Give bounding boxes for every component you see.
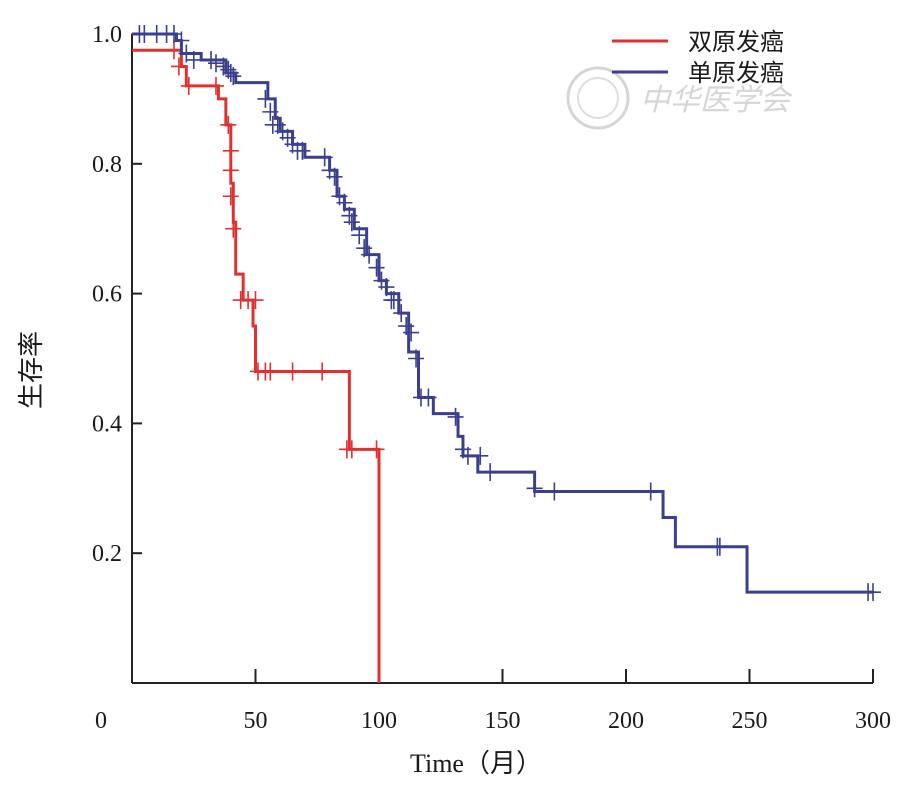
censor-mark <box>482 463 499 482</box>
censor-mark <box>294 141 311 160</box>
censor-mark <box>165 41 182 60</box>
censor-mark <box>526 479 543 498</box>
censor-mark <box>185 50 202 69</box>
censor-mark <box>408 349 425 368</box>
x-axis-title: Time（月） <box>410 749 542 778</box>
censor-mark <box>314 362 331 381</box>
x-tick-label: 250 <box>732 708 768 734</box>
censor-mark <box>368 258 385 277</box>
censor-mark <box>378 278 395 297</box>
censor-mark <box>247 291 264 310</box>
censor-mark <box>262 102 279 121</box>
censor-mark <box>642 482 659 501</box>
x-tick-label: 300 <box>855 708 891 734</box>
series-2 <box>131 25 881 602</box>
censor-mark <box>257 89 274 108</box>
censor-mark <box>316 148 333 167</box>
censor-mark <box>393 304 410 323</box>
censor-mark <box>220 115 237 134</box>
censor-mark <box>222 63 239 82</box>
censor-mark <box>222 187 239 206</box>
censor-mark <box>447 407 464 426</box>
censor-mark <box>225 219 242 238</box>
y-tick-label: 0.2 <box>92 541 122 567</box>
y-tick-label: 1.0 <box>92 22 122 48</box>
y-tick-label: 0.6 <box>92 282 122 308</box>
censor-mark <box>170 57 187 76</box>
censor-mark <box>343 213 360 232</box>
censor-mark <box>222 141 239 160</box>
censor-mark <box>385 291 402 310</box>
censor-mark <box>403 323 420 342</box>
y-axis-title: 生存率 <box>17 331 46 409</box>
x-origin-label: 0 <box>95 708 107 734</box>
legend-label-series-2: 单原发癌 <box>688 59 784 87</box>
y-tick-label: 0.4 <box>92 411 122 437</box>
x-ticks: 50 100 150 200 250 300 <box>244 669 891 734</box>
y-ticks: 0.2 0.4 0.6 0.8 1.0 <box>92 22 142 567</box>
censor-mark <box>546 482 563 501</box>
censor-mark <box>225 67 242 86</box>
legend-label-series-1: 双原发癌 <box>688 28 784 56</box>
censor-mark <box>343 440 360 459</box>
series-layer <box>131 25 881 683</box>
censor-mark <box>420 388 437 407</box>
censor-mark <box>207 76 224 95</box>
censor-mark <box>368 440 385 459</box>
watermark-seal-inner <box>577 77 619 119</box>
watermark: 中华医学会 <box>566 66 793 130</box>
censor-mark <box>284 362 301 381</box>
censor-mark <box>326 167 343 186</box>
censor-mark <box>180 76 197 95</box>
watermark-text: 中华医学会 <box>640 83 793 118</box>
censor-mark <box>222 161 239 180</box>
x-tick-label: 50 <box>244 708 268 734</box>
x-tick-label: 150 <box>485 708 521 734</box>
censor-mark <box>865 583 881 602</box>
censor-mark <box>336 193 353 212</box>
x-tick-label: 100 <box>361 708 397 734</box>
censor-mark <box>262 362 279 381</box>
censor-mark <box>472 446 489 465</box>
watermark-seal-icon <box>566 66 630 130</box>
series-1 <box>132 41 385 683</box>
censor-mark <box>207 54 224 73</box>
censor-mark <box>351 226 368 245</box>
x-tick-label: 200 <box>608 708 644 734</box>
censor-mark <box>711 537 728 556</box>
survival-curve-2 <box>132 32 873 594</box>
survival-curve-1 <box>132 48 381 683</box>
y-tick-label: 0.8 <box>92 152 122 178</box>
axes <box>131 34 873 684</box>
legend: 双原发癌 单原发癌 <box>612 28 784 87</box>
censor-mark <box>361 245 378 264</box>
censor-mark <box>173 31 190 50</box>
